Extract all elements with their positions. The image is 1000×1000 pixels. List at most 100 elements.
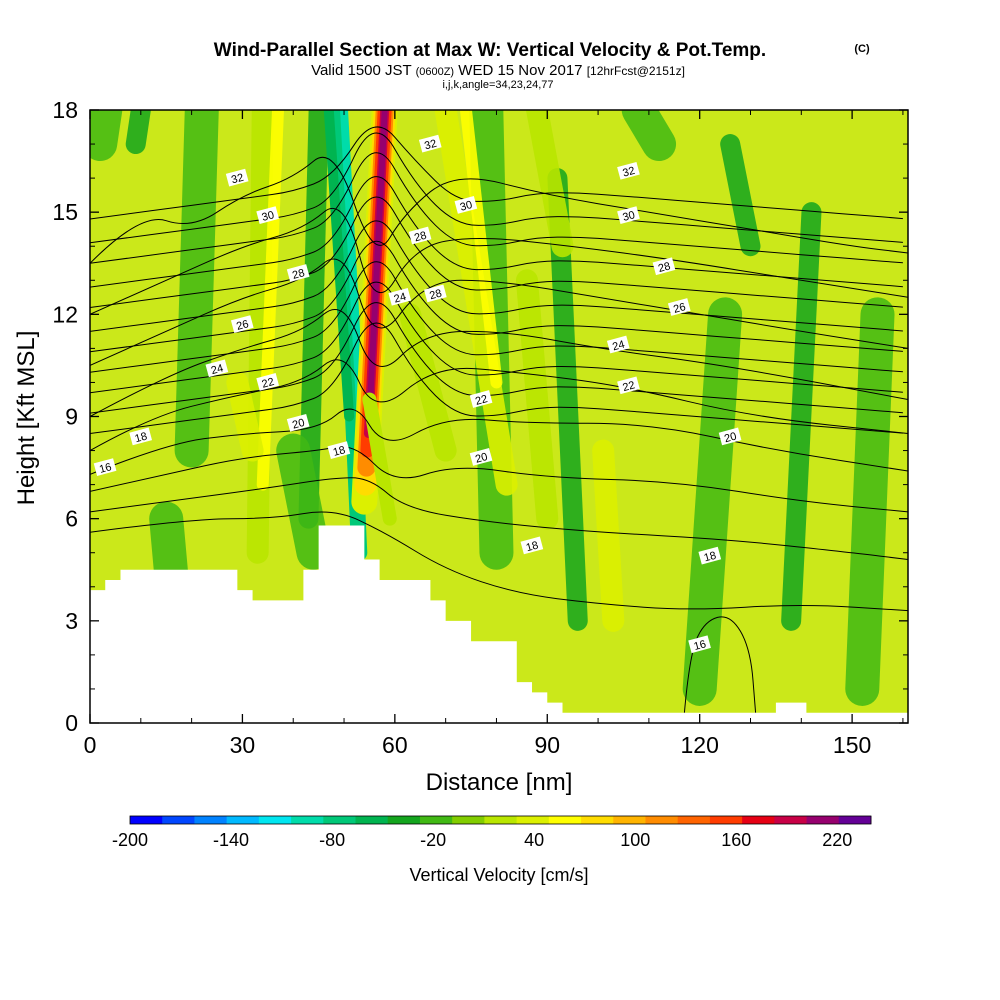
contour-label-text: 30: [459, 199, 474, 214]
theta-contour-line: [90, 446, 908, 513]
theta-contour-line: [90, 240, 903, 353]
contour-label: 26: [230, 315, 254, 333]
contour-label-box: [286, 413, 310, 432]
contour-label-box: [606, 335, 630, 354]
theta-contour-line: [683, 616, 757, 713]
y-tick-label: 18: [52, 97, 78, 123]
colorbar-swatch: [194, 816, 228, 824]
colorbar-tick-label: -20: [420, 830, 446, 850]
contour-label: 28: [408, 226, 432, 245]
chart-subtitle: Valid 1500 JST (0600Z) WED 15 Nov 2017 […: [311, 62, 685, 79]
downdraft-column: [845, 297, 895, 706]
colorbar-swatch: [774, 816, 807, 824]
contour-label: 32: [617, 161, 640, 180]
contour-label-box: [129, 427, 153, 446]
contour-label: 22: [469, 390, 493, 408]
theta-contour-line: [90, 220, 903, 332]
contour-label-text: 24: [210, 362, 225, 377]
contour-label-box: [698, 546, 722, 565]
contour-label-box: [667, 298, 691, 316]
colorbar-frame: [129, 815, 872, 825]
contour-label-box: [225, 168, 249, 187]
contour-label-text: 22: [621, 379, 636, 394]
contour-label-text: 16: [692, 638, 707, 653]
downdraft-column: [720, 134, 761, 257]
contour-label-box: [652, 257, 676, 276]
downdraft-column: [781, 202, 822, 631]
contour-label: 22: [256, 373, 280, 391]
theta-contour-line: [90, 359, 908, 452]
theta-contour-line: [90, 281, 903, 394]
contour-label: 24: [205, 359, 229, 378]
colorbar-swatch: [226, 816, 260, 824]
colorbar-swatch: [645, 816, 679, 824]
contour-label-box: [469, 390, 493, 408]
theta-contour-line: [90, 152, 903, 264]
updraft-column: [256, 110, 284, 491]
theta-contour-line: [90, 207, 908, 315]
contour-label-text: 24: [611, 339, 626, 354]
downdraft-column: [174, 110, 219, 468]
contour-label-text: 22: [474, 393, 489, 408]
contour-label: 16: [688, 635, 711, 654]
contour-label: 28: [424, 284, 447, 303]
colorbar-swatch: [806, 816, 840, 824]
colorbar-swatch: [291, 816, 324, 824]
colorbar-swatch: [709, 816, 743, 824]
x-tick-label: 60: [382, 732, 408, 758]
contour-label-box: [424, 284, 447, 303]
contour-label-box: [469, 448, 493, 466]
index-line: i,j,k,angle=34,23,24,77: [442, 79, 553, 91]
colorbar-swatch: [162, 816, 195, 824]
contour-label-text: 28: [657, 260, 672, 275]
velocity-bands: [90, 110, 895, 706]
contour-label-text: 32: [230, 172, 245, 187]
theta-contour-line: [90, 408, 908, 475]
contour-label-text: 26: [235, 318, 250, 333]
contour-label-box: [718, 427, 742, 446]
contour-label-text: 20: [291, 417, 306, 432]
colorbar-swatch: [355, 816, 389, 824]
subtitle-fcst: [12hrFcst@2151z]: [587, 64, 685, 78]
colorbar-swatch: [484, 816, 518, 824]
updraft-core: [362, 392, 397, 526]
colorbar-swatch: [419, 816, 453, 824]
contour-label-box: [205, 359, 229, 378]
contour-label-box: [327, 441, 351, 459]
contour-label-box: [520, 536, 544, 555]
y-tick-label: 3: [65, 608, 78, 634]
contour-label: 28: [652, 257, 676, 276]
colorbar-swatch: [838, 816, 872, 824]
updraft-column: [592, 439, 625, 632]
contour-label-box: [408, 226, 432, 245]
contour-label-text: 28: [291, 267, 306, 282]
contour-label-text: 20: [474, 451, 489, 466]
contour-label-box: [688, 635, 711, 654]
colorbar-label: Vertical Velocity [cm/s]: [409, 865, 588, 885]
contour-label-text: 22: [261, 376, 276, 391]
y-tick-label: 6: [65, 506, 78, 532]
theta-contour-line: [90, 261, 903, 373]
contour-label-text: 32: [423, 138, 438, 153]
y-tick-label: 0: [65, 710, 78, 736]
colorbar: -200 -140 -80 -20 40 100 160 220: [112, 815, 872, 850]
contour-label: 28: [286, 264, 310, 282]
colorbar-swatch: [742, 816, 775, 824]
contour-label-text: 20: [723, 430, 738, 445]
contour-label: 32: [225, 168, 249, 187]
downdraft-column: [621, 110, 677, 162]
colorbar-tick-label: 40: [524, 830, 544, 850]
contour-label-text: 32: [621, 165, 636, 180]
updraft-core: [366, 110, 388, 420]
colorbar-tick-label: -80: [319, 830, 345, 850]
colorbar-swatch: [613, 816, 646, 824]
contour-label-box: [93, 458, 117, 476]
theta-contour-line: [90, 477, 908, 560]
updraft-column: [399, 303, 457, 462]
contour-label-box: [617, 206, 640, 224]
x-tick-label: 120: [681, 732, 719, 758]
x-tick-label: 30: [230, 732, 256, 758]
theta-contours: [90, 126, 908, 713]
colorbar-swatch: [258, 816, 292, 824]
theta-contour-line: [90, 132, 903, 244]
